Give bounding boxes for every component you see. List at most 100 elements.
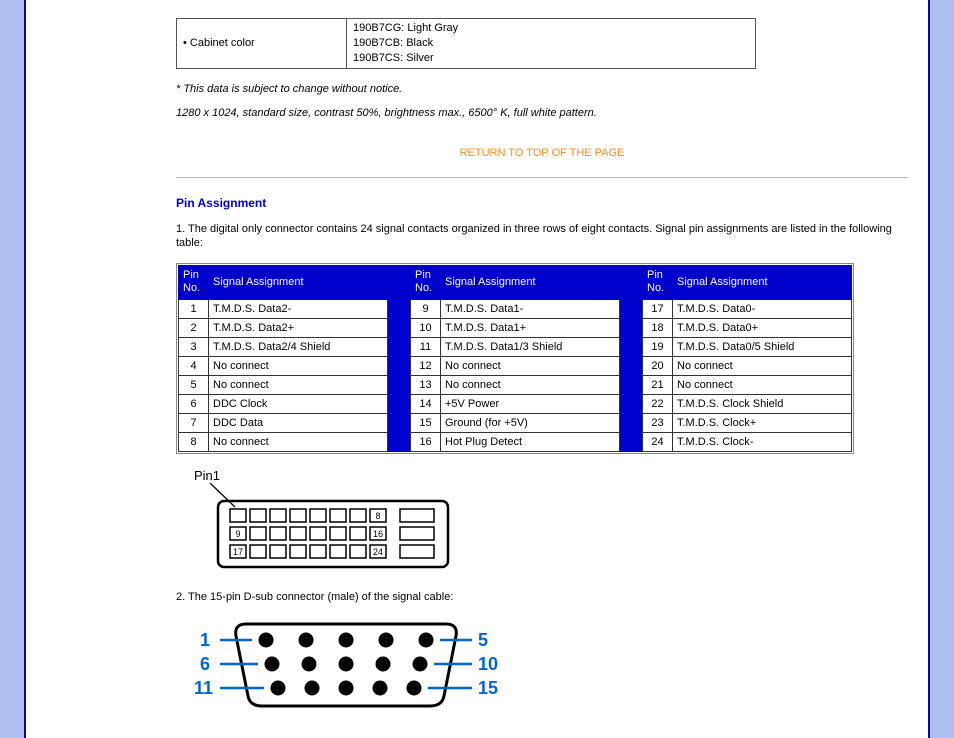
pin-number-cell: 13 <box>411 375 441 394</box>
pin-number-cell: 6 <box>179 394 209 413</box>
cabinet-values-cell: 190B7CG: Light Gray 190B7CB: Black 190B7… <box>347 19 756 69</box>
dvi-connector-diagram: Pin1 89161724 <box>190 468 908 576</box>
pin-number-cell: 7 <box>179 413 209 432</box>
signal-assignment-cell: +5V Power <box>441 394 620 413</box>
table-row: 16Hot Plug Detect <box>411 432 620 451</box>
signal-assignment-cell: No connect <box>209 432 388 451</box>
pin-number-cell: 1 <box>179 299 209 318</box>
section-title-pin-assignment: Pin Assignment <box>176 196 908 210</box>
signal-assignment-cell: Hot Plug Detect <box>441 432 620 451</box>
signal-assignment-cell: T.M.D.S. Data1/3 Shield <box>441 337 620 356</box>
intro-paragraph: 1. The digital only connector contains 2… <box>176 222 908 252</box>
table-row: 11T.M.D.S. Data1/3 Shield <box>411 337 620 356</box>
pin-number-cell: 18 <box>643 318 673 337</box>
footnote-spec: 1280 x 1024, standard size, contrast 50%… <box>176 107 908 119</box>
table-row: 12No connect <box>411 356 620 375</box>
col-header-pin-no: Pin No. <box>179 266 209 299</box>
svg-text:8: 8 <box>375 511 380 521</box>
pin-number-cell: 2 <box>179 318 209 337</box>
table-row: 6DDC Clock <box>179 394 388 413</box>
pin-number-cell: 21 <box>643 375 673 394</box>
table-row: 9T.M.D.S. Data1- <box>411 299 620 318</box>
pin-number-cell: 4 <box>179 356 209 375</box>
cabinet-value: 190B7CG: Light Gray <box>353 21 749 36</box>
table-row: 2T.M.D.S. Data2+ <box>179 318 388 337</box>
pin-number-cell: 17 <box>643 299 673 318</box>
pin-number-cell: 16 <box>411 432 441 451</box>
signal-assignment-cell: T.M.D.S. Data1+ <box>441 318 620 337</box>
pin-assignment-tables: Pin No. Signal Assignment 1T.M.D.S. Data… <box>176 263 854 453</box>
table-row: 21No connect <box>643 375 852 394</box>
table-row: 20No connect <box>643 356 852 375</box>
table-gap <box>388 265 410 451</box>
pin-table-3: Pin No. Signal Assignment 17T.M.D.S. Dat… <box>642 265 852 451</box>
svg-text:24: 24 <box>373 547 383 557</box>
pin-number-cell: 3 <box>179 337 209 356</box>
col-header-pin-no: Pin No. <box>643 266 673 299</box>
table-row: 22T.M.D.S. Clock Shield <box>643 394 852 413</box>
table-row: 24T.M.D.S. Clock- <box>643 432 852 451</box>
col-header-signal: Signal Assignment <box>441 266 620 299</box>
table-row: 18T.M.D.S. Data0+ <box>643 318 852 337</box>
return-to-top-link[interactable]: RETURN TO TOP OF THE PAGE <box>176 147 908 159</box>
pin-number-cell: 15 <box>411 413 441 432</box>
col-header-signal: Signal Assignment <box>209 266 388 299</box>
signal-assignment-cell: T.M.D.S. Clock+ <box>673 413 852 432</box>
table-row: 14+5V Power <box>411 394 620 413</box>
svg-text:17: 17 <box>233 547 243 557</box>
signal-assignment-cell: T.M.D.S. Data2/4 Shield <box>209 337 388 356</box>
table-row: 19T.M.D.S. Data0/5 Shield <box>643 337 852 356</box>
table-row: 23T.M.D.S. Clock+ <box>643 413 852 432</box>
pin-number-cell: 23 <box>643 413 673 432</box>
pin-number-cell: 5 <box>179 375 209 394</box>
cabinet-value: 190B7CB: Black <box>353 36 749 51</box>
signal-assignment-cell: T.M.D.S. Data2+ <box>209 318 388 337</box>
dsub-label: 1 <box>200 630 210 650</box>
table-row: 3T.M.D.S. Data2/4 Shield <box>179 337 388 356</box>
signal-assignment-cell: T.M.D.S. Data0/5 Shield <box>673 337 852 356</box>
signal-assignment-cell: DDC Data <box>209 413 388 432</box>
table-row: 10T.M.D.S. Data1+ <box>411 318 620 337</box>
pin-number-cell: 9 <box>411 299 441 318</box>
signal-assignment-cell: No connect <box>209 356 388 375</box>
pin-number-cell: 24 <box>643 432 673 451</box>
dsub-connector-diagram: 1 6 11 5 10 15 <box>186 616 908 714</box>
col-header-signal: Signal Assignment <box>673 266 852 299</box>
signal-assignment-cell: T.M.D.S. Data0- <box>673 299 852 318</box>
dsub-label: 15 <box>478 678 498 698</box>
signal-assignment-cell: T.M.D.S. Data1- <box>441 299 620 318</box>
pin-number-cell: 20 <box>643 356 673 375</box>
table-gap <box>620 265 642 451</box>
signal-assignment-cell: No connect <box>673 356 852 375</box>
dsub-label: 10 <box>478 654 498 674</box>
pin-table-1: Pin No. Signal Assignment 1T.M.D.S. Data… <box>178 265 388 451</box>
signal-assignment-cell: No connect <box>441 356 620 375</box>
footnote-disclaimer: * This data is subject to change without… <box>176 83 908 95</box>
cabinet-value: 190B7CS: Silver <box>353 51 749 66</box>
dsub-label: 5 <box>478 630 488 650</box>
table-row: 17T.M.D.S. Data0- <box>643 299 852 318</box>
col-header-pin-no: Pin No. <box>411 266 441 299</box>
signal-assignment-cell: DDC Clock <box>209 394 388 413</box>
section-divider <box>176 177 908 178</box>
pin-number-cell: 10 <box>411 318 441 337</box>
cabinet-color-table: • Cabinet color 190B7CG: Light Gray 190B… <box>176 18 756 69</box>
signal-assignment-cell: Ground (for +5V) <box>441 413 620 432</box>
pin-number-cell: 8 <box>179 432 209 451</box>
pin-number-cell: 11 <box>411 337 441 356</box>
signal-assignment-cell: T.M.D.S. Data2- <box>209 299 388 318</box>
signal-assignment-cell: T.M.D.S. Clock- <box>673 432 852 451</box>
pin-number-cell: 12 <box>411 356 441 375</box>
table-row: 8No connect <box>179 432 388 451</box>
signal-assignment-cell: T.M.D.S. Data0+ <box>673 318 852 337</box>
pin-number-cell: 22 <box>643 394 673 413</box>
table-row: 5No connect <box>179 375 388 394</box>
signal-assignment-cell: No connect <box>209 375 388 394</box>
cabinet-label-cell: • Cabinet color <box>177 19 347 69</box>
dsub-intro-text: 2. The 15-pin D-sub connector (male) of … <box>176 590 908 605</box>
table-row: 15Ground (for +5V) <box>411 413 620 432</box>
svg-text:9: 9 <box>235 529 240 539</box>
dsub-label: 11 <box>194 678 213 698</box>
table-row: 4No connect <box>179 356 388 375</box>
table-row: 7DDC Data <box>179 413 388 432</box>
